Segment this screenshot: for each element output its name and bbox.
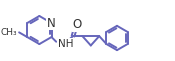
Text: NH: NH	[58, 39, 74, 49]
Text: CH₃: CH₃	[1, 28, 17, 37]
Text: O: O	[72, 18, 81, 31]
Text: N: N	[47, 17, 56, 30]
